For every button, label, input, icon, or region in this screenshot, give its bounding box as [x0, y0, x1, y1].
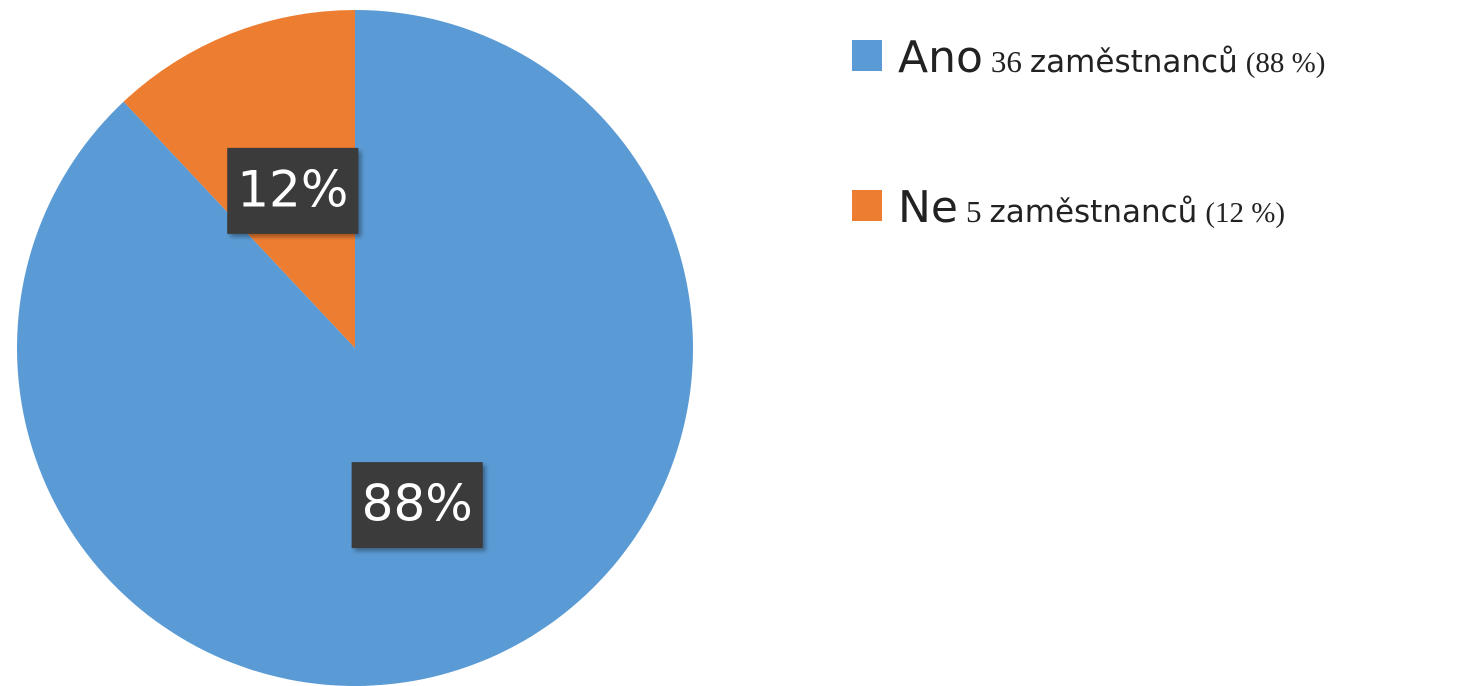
legend-entry: Ano 36 zaměstnanců (88 %) [898, 32, 1325, 83]
pie-slice [16, 10, 693, 686]
data-label-box [227, 147, 359, 234]
data-label-text: 12% [237, 160, 348, 218]
data-label: 12% [227, 147, 359, 234]
legend-swatch [852, 190, 882, 221]
data-label-text: 88% [362, 475, 473, 533]
legend-unit: zaměstnanců [1030, 44, 1238, 80]
legend-count: 36 [991, 44, 1022, 79]
legend-unit: zaměstnanců [989, 194, 1197, 230]
legend-name: Ne [898, 182, 958, 233]
legend-entry: Ne 5 zaměstnanců (12 %) [898, 182, 1285, 233]
legend-percent: (88 %) [1246, 47, 1326, 79]
legend-swatch [852, 40, 882, 71]
legend-count: 5 [966, 194, 982, 229]
legend-percent: (12 %) [1205, 197, 1285, 229]
data-label: 88% [351, 462, 483, 549]
data-label-box [351, 462, 483, 549]
legend-name: Ano [898, 32, 983, 83]
